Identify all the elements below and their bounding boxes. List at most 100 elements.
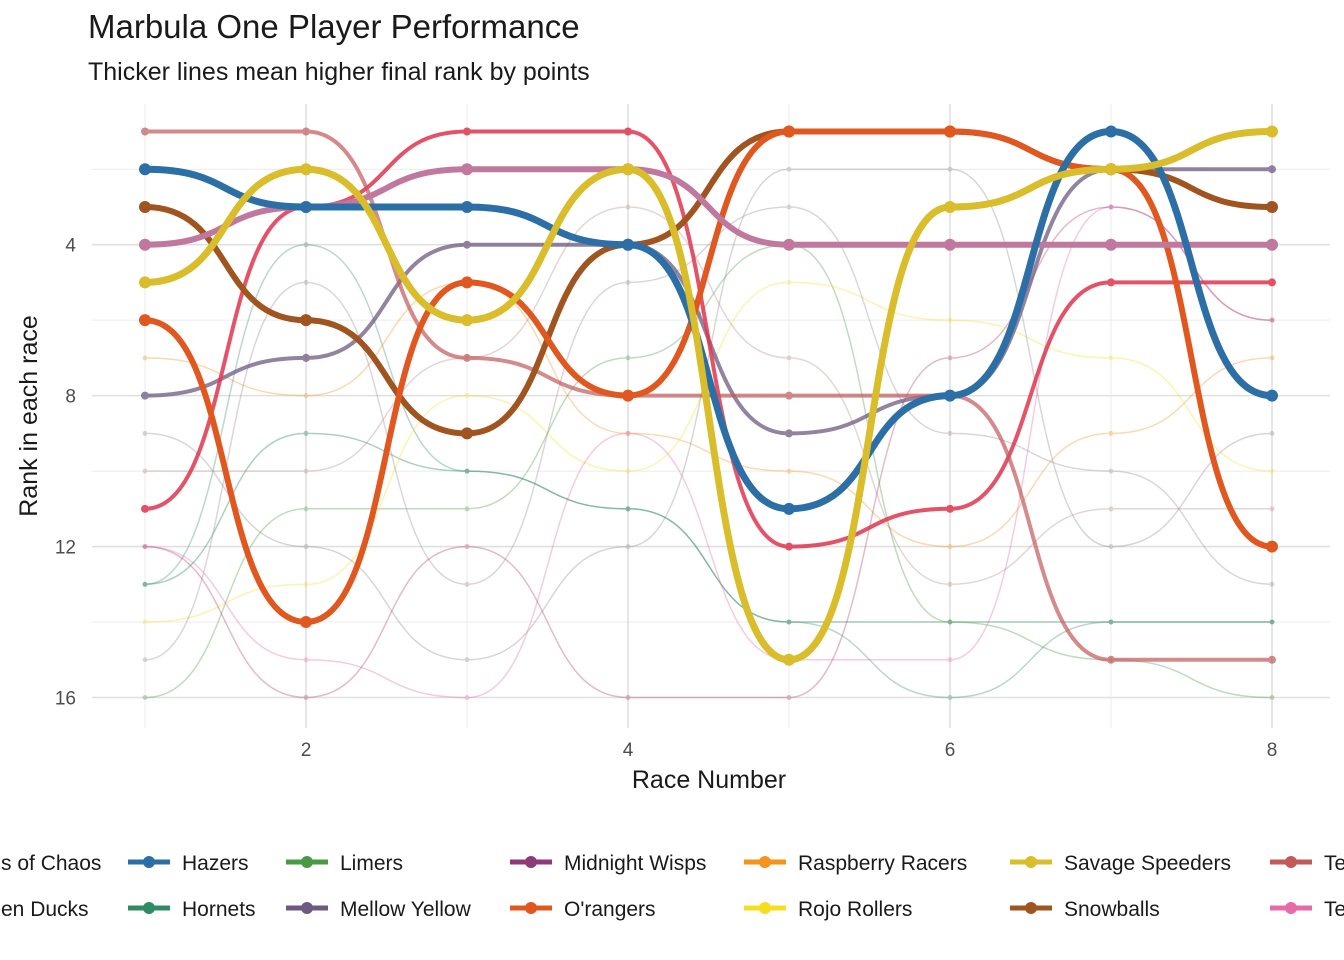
data-point bbox=[464, 657, 470, 663]
y-tick-label: 12 bbox=[55, 538, 76, 559]
series-rojo-rollers bbox=[142, 279, 1275, 625]
x-tick-label: 2 bbox=[301, 740, 312, 761]
data-point bbox=[139, 163, 151, 176]
data-point bbox=[783, 653, 795, 666]
legend-key-point bbox=[759, 902, 771, 914]
series-raspberry-racers bbox=[142, 279, 1275, 550]
data-point bbox=[622, 389, 634, 402]
legend-label: Rojo Rollers bbox=[798, 898, 912, 921]
legend-item-rojo-rollers: Rojo Rollers bbox=[744, 898, 912, 921]
data-point bbox=[141, 504, 149, 513]
data-point bbox=[303, 581, 309, 587]
data-point bbox=[947, 619, 953, 625]
data-point bbox=[786, 166, 792, 172]
data-point bbox=[1108, 619, 1114, 625]
legend-item-savage-speeders: Savage Speeders bbox=[1010, 852, 1231, 875]
series-hazers bbox=[139, 125, 1278, 515]
data-point bbox=[300, 314, 312, 327]
data-point bbox=[1108, 544, 1114, 550]
chart-title: Marbula One Player Performance bbox=[88, 8, 580, 45]
series-line bbox=[143, 167, 1274, 436]
data-point bbox=[464, 506, 470, 512]
series-line bbox=[144, 281, 1273, 548]
data-point bbox=[463, 240, 471, 249]
data-point bbox=[622, 238, 634, 251]
data-point bbox=[139, 200, 151, 213]
x-tick-label: 8 bbox=[1267, 740, 1278, 761]
legend-key-point bbox=[1025, 856, 1037, 868]
legend-label: Mellow Yellow bbox=[340, 898, 472, 921]
legend-label: Limers bbox=[340, 852, 403, 875]
data-point bbox=[303, 506, 309, 512]
legend-label: Green Ducks bbox=[0, 898, 89, 921]
legend-key-point bbox=[1025, 902, 1037, 914]
series-hornets bbox=[142, 242, 1275, 700]
data-point bbox=[1108, 430, 1114, 436]
data-point bbox=[625, 695, 631, 700]
data-point bbox=[142, 657, 148, 663]
series-savage-speeders bbox=[139, 125, 1278, 666]
data-point bbox=[786, 355, 792, 361]
data-point bbox=[302, 127, 310, 136]
legend-label: Raspberry Racers bbox=[798, 852, 967, 875]
data-point bbox=[303, 695, 309, 700]
data-point bbox=[947, 355, 953, 361]
legend-key-point bbox=[759, 856, 771, 868]
data-point bbox=[1107, 655, 1115, 664]
data-point bbox=[142, 544, 148, 550]
data-point bbox=[139, 314, 151, 327]
data-point bbox=[1266, 125, 1278, 138]
series-line bbox=[144, 206, 1273, 586]
legend-item-mellow-yellow: Mellow Yellow bbox=[286, 898, 472, 921]
data-point bbox=[1108, 619, 1114, 625]
data-point bbox=[461, 427, 473, 440]
series-crazy-cat-s-eyes bbox=[142, 166, 1275, 663]
series-line bbox=[144, 206, 1273, 699]
data-point bbox=[1269, 695, 1275, 700]
data-point bbox=[300, 163, 312, 176]
data-point bbox=[300, 616, 312, 629]
data-point bbox=[624, 127, 632, 136]
data-point bbox=[461, 276, 473, 289]
data-point bbox=[786, 468, 792, 474]
legend-item-raspberry-racers: Raspberry Racers bbox=[744, 852, 967, 875]
data-point bbox=[1269, 355, 1275, 361]
data-point bbox=[783, 502, 795, 515]
data-point bbox=[946, 504, 954, 513]
series-layer bbox=[139, 125, 1278, 700]
legend-key-point bbox=[301, 902, 313, 914]
series-line bbox=[144, 243, 1273, 699]
data-point bbox=[1108, 506, 1114, 512]
data-point bbox=[947, 317, 953, 323]
data-point bbox=[944, 238, 956, 251]
series-line bbox=[144, 432, 1273, 623]
data-point bbox=[461, 314, 473, 327]
data-point bbox=[1108, 355, 1114, 361]
data-point bbox=[1107, 278, 1115, 287]
data-point bbox=[303, 242, 309, 248]
data-point bbox=[461, 163, 473, 176]
data-point bbox=[1269, 619, 1275, 625]
data-point bbox=[625, 204, 631, 210]
data-point bbox=[1269, 581, 1275, 587]
series-line bbox=[144, 206, 1273, 661]
gridlines bbox=[92, 104, 1330, 728]
data-point bbox=[464, 468, 470, 474]
data-point bbox=[142, 355, 148, 361]
data-point bbox=[1269, 317, 1275, 323]
data-point bbox=[464, 581, 470, 587]
data-point bbox=[142, 581, 148, 587]
x-tick-label: 6 bbox=[945, 740, 956, 761]
data-point bbox=[142, 695, 148, 700]
data-point bbox=[300, 200, 312, 213]
data-point bbox=[463, 353, 471, 362]
data-point bbox=[785, 542, 793, 551]
data-point bbox=[142, 430, 148, 436]
legend: Balls of Chaos Green Ducks Hazers Hornets Li… bbox=[0, 852, 1344, 921]
data-point bbox=[141, 391, 149, 400]
data-point bbox=[1268, 165, 1276, 174]
chart-subtitle: Thicker lines mean higher final rank by … bbox=[88, 58, 590, 86]
legend-item-limers: Limers bbox=[286, 852, 403, 875]
legend-key-point bbox=[1285, 902, 1297, 914]
